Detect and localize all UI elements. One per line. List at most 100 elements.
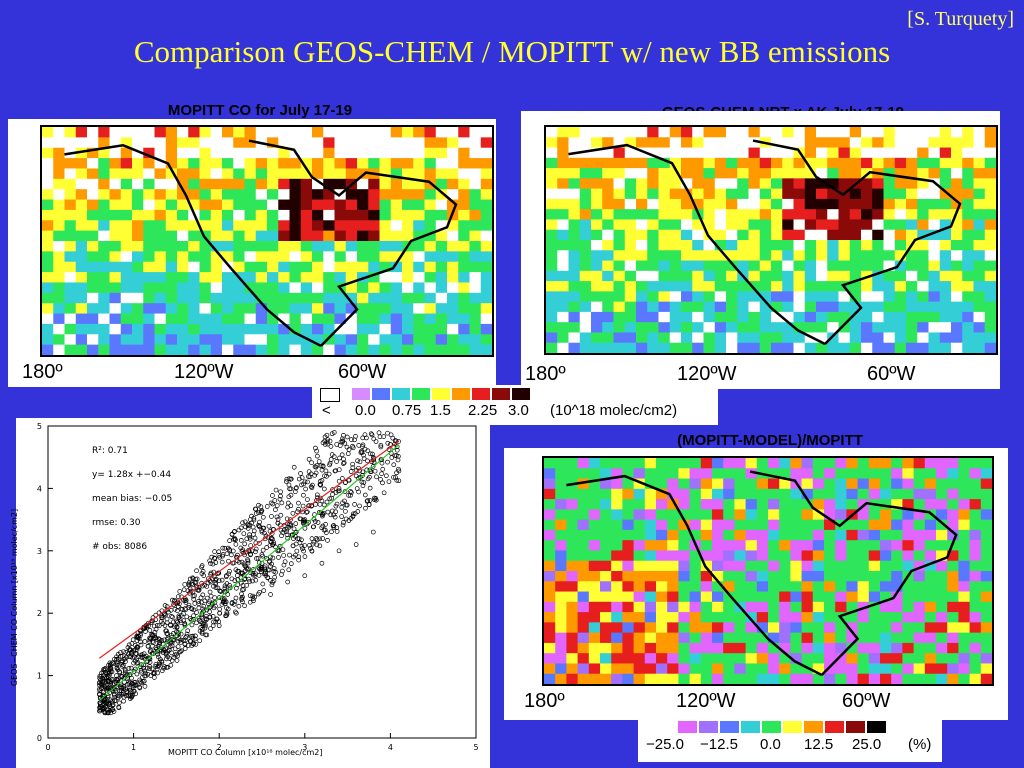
map-cell — [891, 560, 903, 572]
map-cell — [801, 550, 814, 562]
map-cell — [734, 540, 747, 551]
map-cell — [759, 168, 772, 179]
map-cell — [902, 560, 915, 572]
map-cell — [958, 478, 971, 490]
map-cell — [600, 488, 612, 500]
scatter-point — [278, 512, 284, 518]
map-cell — [917, 188, 929, 200]
map-cell — [633, 632, 646, 644]
scatter-point — [169, 633, 174, 638]
map-cell — [756, 591, 769, 603]
map-cell — [480, 292, 492, 304]
map-cell — [734, 468, 747, 480]
map-cell — [244, 137, 257, 149]
map-cell — [312, 158, 324, 169]
map-cell — [577, 540, 590, 551]
map-cell — [120, 147, 133, 159]
map-cell — [42, 313, 54, 325]
map-cell — [861, 342, 873, 353]
map-cell — [579, 240, 592, 251]
map-cell — [334, 158, 347, 169]
map-cell — [143, 261, 155, 273]
map-cell — [368, 303, 380, 315]
map-cell — [379, 282, 392, 294]
map-cell — [984, 209, 996, 220]
scatter-point — [196, 618, 202, 623]
map-cell — [857, 560, 870, 572]
scatter-point — [106, 662, 111, 668]
map-cell — [745, 519, 758, 531]
map-cell — [894, 127, 907, 138]
map-cell — [703, 178, 716, 190]
scatter-point — [142, 639, 148, 644]
scatter-point — [163, 628, 169, 634]
map-right-lon-180: 180º — [525, 363, 566, 385]
map-cell — [714, 198, 727, 210]
map-cell — [568, 332, 581, 344]
map-cell — [544, 468, 556, 480]
map-cell — [924, 622, 937, 634]
map-cell — [714, 270, 727, 282]
map-cell — [771, 342, 783, 353]
map-cell — [244, 127, 257, 138]
map-cell — [872, 147, 884, 159]
scatter-point — [333, 490, 339, 495]
map-cell — [846, 550, 859, 562]
map-cell — [647, 260, 659, 272]
scatter-point — [283, 479, 289, 484]
map-cell — [846, 529, 859, 541]
scatter-point — [371, 457, 377, 463]
map-cell — [233, 209, 245, 221]
cbar1-swatch — [352, 388, 370, 400]
map-cell — [53, 189, 65, 201]
map-cell — [154, 220, 167, 232]
map-cell — [734, 673, 747, 684]
map-cell — [647, 137, 659, 149]
map-cell — [883, 137, 896, 149]
map-cell — [435, 209, 448, 221]
map-cell — [557, 157, 569, 169]
map-cell — [924, 560, 937, 572]
map-cell — [801, 540, 814, 551]
map-cell — [861, 260, 873, 272]
map-cell — [87, 147, 99, 159]
map-cell — [913, 499, 926, 510]
map-cell — [681, 209, 693, 220]
map-cell — [980, 642, 992, 654]
cbar1-swatch — [492, 388, 510, 400]
map-cell — [267, 292, 279, 304]
map-cell — [980, 591, 992, 603]
map-cell — [748, 291, 761, 303]
scatter-point — [240, 594, 245, 600]
map-cell — [737, 250, 749, 262]
map-cell — [924, 488, 937, 500]
map-cell — [402, 272, 414, 283]
map-cell — [838, 229, 851, 241]
map-cell — [579, 137, 592, 149]
map-cell — [951, 168, 963, 179]
scatter-point — [362, 446, 368, 452]
map-cell — [132, 127, 144, 138]
map-cell — [745, 458, 758, 469]
scatter-point — [121, 691, 127, 697]
map-cell — [98, 199, 110, 211]
scatter-point — [201, 621, 207, 627]
map-cell — [602, 250, 614, 262]
map-cell — [334, 313, 347, 325]
map-cell — [557, 209, 569, 220]
map-cell — [816, 332, 828, 344]
map-cell — [667, 458, 679, 469]
map-cell — [424, 127, 437, 138]
map-cell — [435, 199, 448, 211]
map-cell — [42, 241, 54, 252]
map-cell — [222, 261, 234, 273]
map-cell — [222, 292, 234, 304]
scatter-point — [343, 508, 348, 514]
map-cell — [435, 272, 448, 283]
scatter-point — [147, 666, 152, 672]
map-cell — [924, 663, 937, 675]
map-cell — [120, 261, 133, 273]
map-cell — [962, 229, 974, 241]
scatter-point — [320, 536, 326, 541]
map-cell — [379, 313, 392, 325]
